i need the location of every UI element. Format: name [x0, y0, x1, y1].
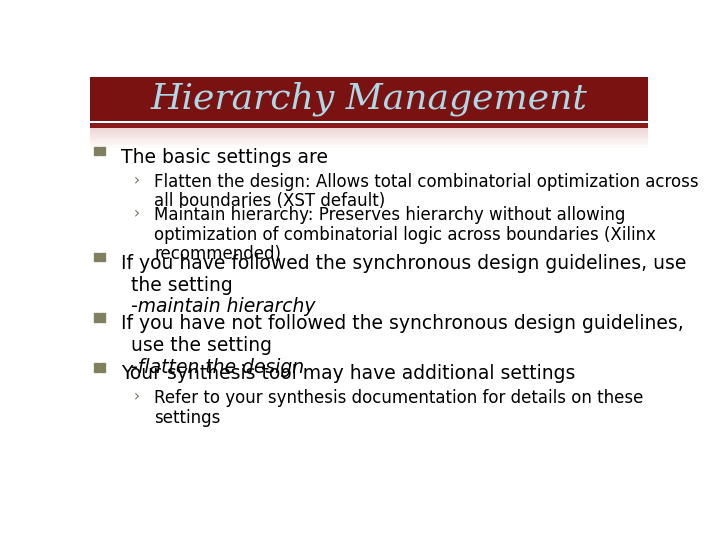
FancyBboxPatch shape [90, 136, 648, 138]
FancyBboxPatch shape [100, 152, 105, 156]
Text: If you have not followed the synchronous design guidelines,: If you have not followed the synchronous… [121, 314, 683, 333]
FancyBboxPatch shape [100, 363, 105, 367]
FancyBboxPatch shape [90, 121, 648, 481]
FancyBboxPatch shape [94, 368, 99, 372]
Text: settings: settings [154, 409, 220, 427]
FancyBboxPatch shape [90, 131, 648, 133]
FancyBboxPatch shape [90, 140, 648, 143]
FancyBboxPatch shape [90, 77, 648, 121]
Text: Refer to your synthesis documentation for details on these: Refer to your synthesis documentation fo… [154, 389, 644, 407]
FancyBboxPatch shape [100, 313, 105, 317]
Text: -maintain hierarchy: -maintain hierarchy [131, 297, 315, 316]
FancyBboxPatch shape [100, 318, 105, 322]
FancyBboxPatch shape [90, 123, 648, 128]
FancyBboxPatch shape [94, 152, 99, 156]
FancyBboxPatch shape [90, 143, 648, 145]
FancyBboxPatch shape [100, 253, 105, 257]
Text: Flatten the design: Allows total combinatorial optimization across: Flatten the design: Allows total combina… [154, 173, 699, 191]
FancyBboxPatch shape [94, 363, 99, 367]
FancyBboxPatch shape [94, 313, 99, 317]
Text: ›: › [133, 173, 139, 188]
FancyBboxPatch shape [100, 368, 105, 372]
FancyBboxPatch shape [90, 133, 648, 136]
Text: ›: › [133, 389, 139, 404]
Text: optimization of combinatorial logic across boundaries (Xilinx: optimization of combinatorial logic acro… [154, 226, 656, 244]
Text: -flatten the design: -flatten the design [131, 357, 304, 376]
Text: all boundaries (XST default): all boundaries (XST default) [154, 192, 385, 211]
Text: The basic settings are: The basic settings are [121, 148, 328, 167]
FancyBboxPatch shape [94, 318, 99, 322]
Text: If you have followed the synchronous design guidelines, use: If you have followed the synchronous des… [121, 254, 686, 273]
Text: Maintain hierarchy: Preserves hierarchy without allowing: Maintain hierarchy: Preserves hierarchy … [154, 206, 626, 224]
FancyBboxPatch shape [94, 253, 99, 257]
Text: ›: › [133, 206, 139, 221]
Text: Your synthesis tool may have additional settings: Your synthesis tool may have additional … [121, 364, 575, 383]
Text: Hierarchy Management: Hierarchy Management [150, 82, 588, 116]
FancyBboxPatch shape [90, 138, 648, 140]
FancyBboxPatch shape [100, 258, 105, 261]
Text: recommended): recommended) [154, 245, 282, 264]
Text: the setting: the setting [131, 275, 233, 295]
FancyBboxPatch shape [94, 147, 99, 151]
FancyBboxPatch shape [94, 258, 99, 261]
FancyBboxPatch shape [90, 128, 648, 131]
FancyBboxPatch shape [100, 147, 105, 151]
Text: use the setting: use the setting [131, 336, 271, 355]
